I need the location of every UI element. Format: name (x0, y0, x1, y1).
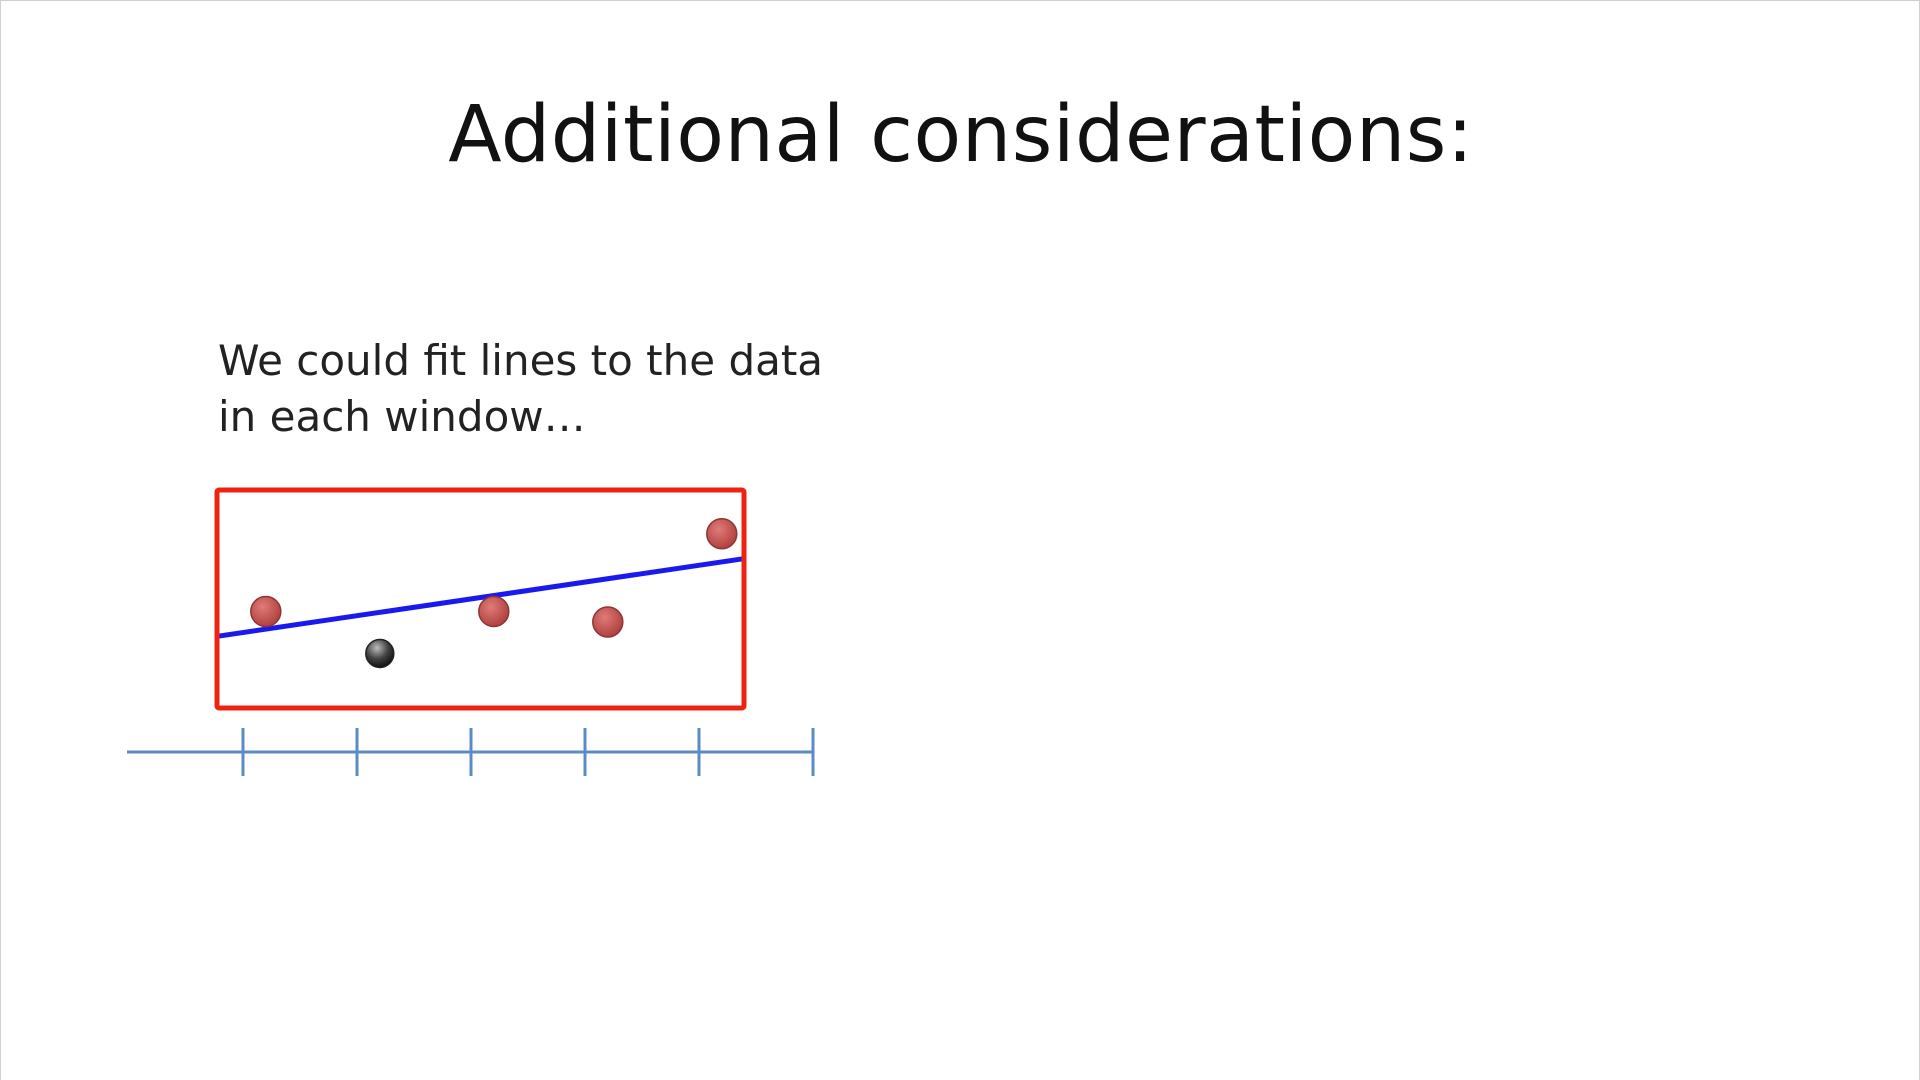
data-point (592, 606, 624, 638)
window-box (214, 487, 747, 711)
data-point-highlighted (365, 638, 395, 669)
data-point (250, 595, 282, 628)
slide-title: Additional considerations: (448, 90, 1474, 180)
body-text: We could fit lines to the data in each w… (218, 333, 858, 445)
fit-line (218, 556, 743, 639)
body-line-2: in each window… (218, 392, 586, 441)
data-point (478, 595, 510, 628)
time-axis (127, 728, 815, 776)
data-point (706, 518, 738, 550)
body-line-1: We could fit lines to the data (218, 336, 824, 385)
